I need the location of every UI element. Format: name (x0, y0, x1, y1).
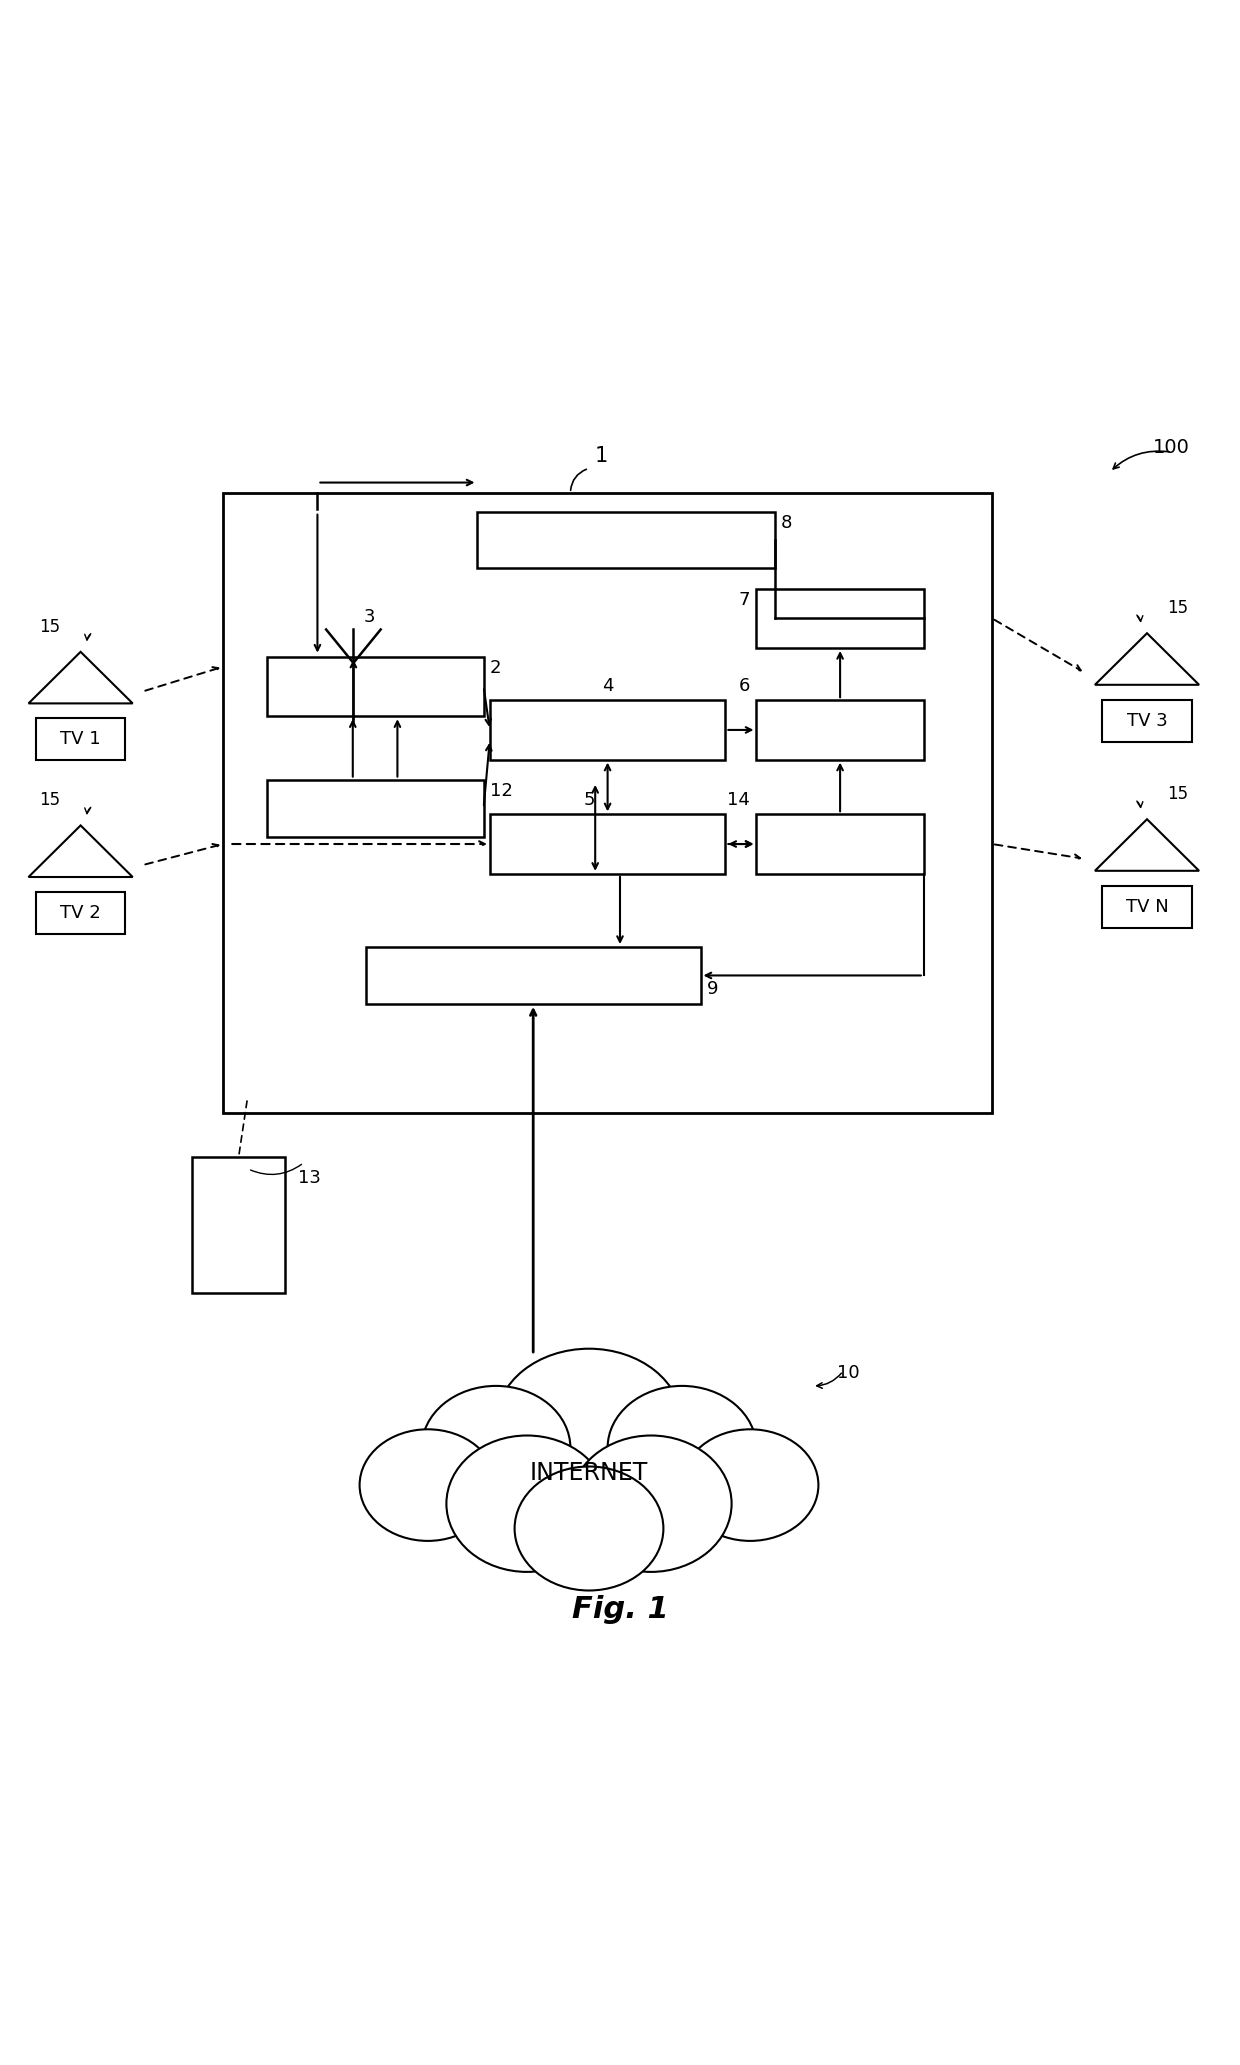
Bar (36, 719, 125, 760)
Text: 14: 14 (728, 791, 750, 809)
Text: INTERNET: INTERNET (529, 1460, 649, 1485)
Text: 12: 12 (490, 783, 512, 799)
Bar (192, 1156, 285, 1293)
Bar (1102, 886, 1192, 927)
Bar (267, 781, 484, 836)
Text: 100: 100 (1153, 438, 1190, 456)
Text: 10: 10 (837, 1365, 859, 1381)
Text: TV N: TV N (1126, 898, 1168, 915)
Bar (267, 657, 484, 717)
Text: Fig. 1: Fig. 1 (572, 1594, 668, 1623)
Text: 15: 15 (1167, 599, 1189, 617)
Text: 13: 13 (298, 1169, 320, 1187)
Text: 7: 7 (739, 591, 750, 609)
Text: 15: 15 (38, 791, 61, 809)
Bar (1102, 700, 1192, 741)
Text: 9: 9 (707, 979, 718, 997)
Bar (756, 814, 924, 873)
Bar (490, 814, 725, 873)
Text: 8: 8 (781, 514, 792, 533)
Text: TV 3: TV 3 (1127, 712, 1167, 729)
Bar (756, 700, 924, 760)
Bar (366, 948, 701, 1004)
Bar (223, 494, 992, 1113)
Text: TV 1: TV 1 (61, 731, 100, 748)
Text: 6: 6 (739, 677, 750, 696)
Text: 15: 15 (38, 617, 61, 636)
Text: 4: 4 (601, 677, 614, 696)
Text: 5: 5 (583, 791, 595, 809)
Text: 1: 1 (595, 446, 608, 467)
Bar (36, 892, 125, 933)
Bar (490, 700, 725, 760)
Text: 2: 2 (490, 659, 501, 677)
Text: 15: 15 (1167, 785, 1189, 803)
Text: 3: 3 (363, 607, 374, 626)
Bar (756, 589, 924, 648)
Text: TV 2: TV 2 (61, 904, 100, 921)
Bar (477, 512, 775, 568)
